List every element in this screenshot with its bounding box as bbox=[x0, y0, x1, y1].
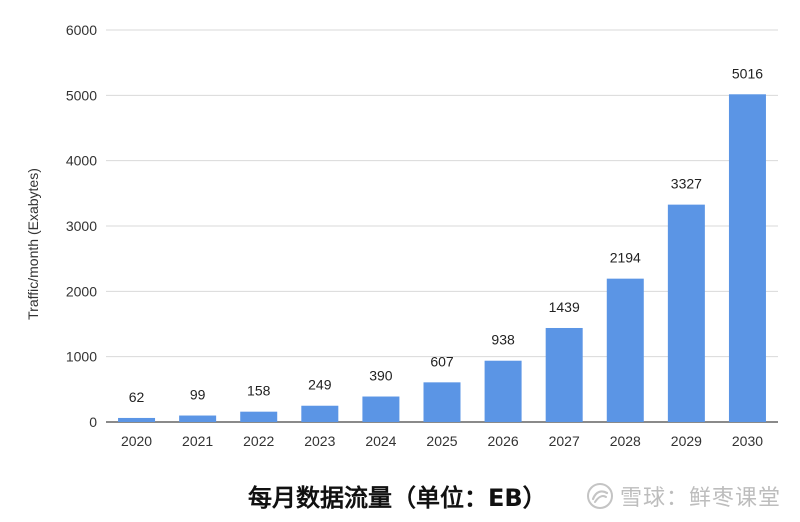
x-axis-ticks: 2020 2021 2022 2023 2024 2025 2026 2027 2028 2029… bbox=[121, 433, 763, 449]
bar-2027 bbox=[545, 327, 583, 422]
caption: 每月数据流量（单位：EB） 雪球：鲜枣课堂 bbox=[0, 474, 800, 514]
snowball-logo-icon bbox=[587, 483, 613, 509]
data-label-2029: 3327 bbox=[671, 176, 702, 192]
y-tick-label: 2000 bbox=[66, 283, 97, 299]
x-tick-label: 2021 bbox=[182, 433, 213, 449]
y-tick-label: 5000 bbox=[66, 87, 97, 103]
y-tick-label: 1000 bbox=[66, 349, 97, 365]
bar-2028 bbox=[606, 278, 644, 422]
data-label-2022: 158 bbox=[247, 383, 271, 399]
x-tick-label: 2024 bbox=[365, 433, 396, 449]
y-axis-ticks: 0 1000 2000 3000 4000 5000 6000 bbox=[66, 22, 97, 430]
y-axis-label: Traffic/month (Exabytes) bbox=[25, 168, 41, 320]
x-tick-label: 2027 bbox=[549, 433, 580, 449]
bar-2030 bbox=[728, 94, 766, 423]
y-tick-label: 4000 bbox=[66, 153, 97, 169]
x-tick-label: 2025 bbox=[426, 433, 457, 449]
x-tick-label: 2022 bbox=[243, 433, 274, 449]
data-label-2030: 5016 bbox=[732, 65, 763, 81]
bar-2024 bbox=[362, 396, 400, 422]
x-tick-label: 2029 bbox=[671, 433, 702, 449]
gridlines bbox=[106, 29, 778, 423]
bar-2025 bbox=[423, 382, 461, 422]
data-label-2028: 2194 bbox=[610, 250, 641, 266]
data-label-2027: 1439 bbox=[549, 299, 580, 315]
watermark-text: 雪球：鲜枣课堂 bbox=[620, 486, 782, 511]
x-tick-label: 2020 bbox=[121, 433, 152, 449]
y-tick-label: 6000 bbox=[66, 22, 97, 38]
data-label-2020: 62 bbox=[129, 389, 145, 405]
bars bbox=[118, 94, 766, 423]
data-label-2026: 938 bbox=[491, 332, 515, 348]
x-tick-label: 2030 bbox=[732, 433, 763, 449]
data-label-2025: 607 bbox=[430, 353, 454, 369]
bar-2022 bbox=[240, 411, 278, 422]
x-tick-label: 2023 bbox=[304, 433, 335, 449]
data-labels: 62 99 158 249 390 607 938 1439 2194 3327 5016 bbox=[129, 65, 763, 405]
bar-2021 bbox=[179, 415, 217, 422]
watermark: 雪球：鲜枣课堂 bbox=[586, 480, 781, 512]
bar-2026 bbox=[484, 360, 522, 422]
x-tick-label: 2028 bbox=[610, 433, 641, 449]
chart-caption: 每月数据流量（单位：EB） bbox=[248, 484, 547, 512]
bar-2029 bbox=[667, 204, 705, 422]
data-label-2023: 249 bbox=[308, 377, 332, 393]
data-label-2021: 99 bbox=[190, 387, 206, 403]
bar-2020 bbox=[118, 417, 156, 422]
y-tick-label: 3000 bbox=[66, 218, 97, 234]
data-label-2024: 390 bbox=[369, 368, 393, 384]
bar-2023 bbox=[301, 405, 339, 422]
y-tick-label: 0 bbox=[89, 414, 97, 430]
x-tick-label: 2026 bbox=[488, 433, 519, 449]
